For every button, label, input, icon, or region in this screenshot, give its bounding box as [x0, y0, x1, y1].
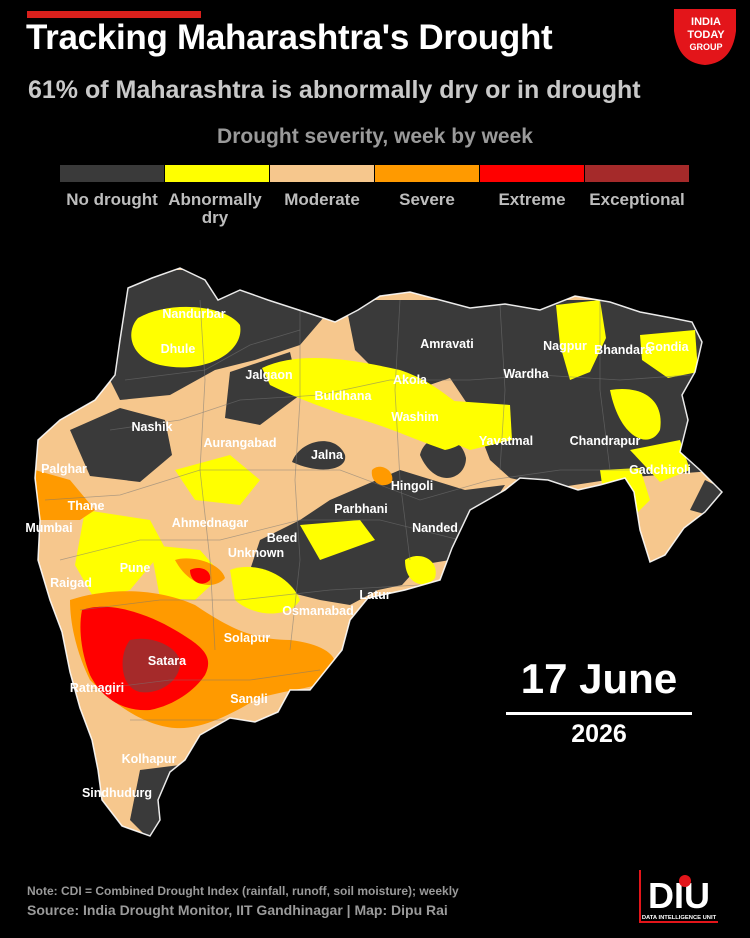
city-label-gadchiroli: Gadchiroli: [629, 463, 691, 477]
svg-text:GROUP: GROUP: [689, 42, 722, 52]
city-label-nandurbar: Nandurbar: [162, 307, 225, 321]
city-label-akola: Akola: [393, 373, 428, 387]
city-label-raigad: Raigad: [50, 576, 92, 590]
city-label-jalna: Jalna: [311, 448, 344, 462]
city-label-chandrapur: Chandrapur: [570, 434, 641, 448]
legend-label-moderate: Moderate: [284, 190, 360, 209]
legend-swatch-exceptional: [585, 165, 689, 182]
city-label-palghar: Palghar: [41, 462, 87, 476]
city-label-aurangabad: Aurangabad: [204, 436, 277, 450]
city-label-nashik: Nashik: [132, 420, 173, 434]
svg-text:DIU: DIU: [648, 875, 710, 916]
legend-swatch-severe: [375, 165, 479, 182]
city-label-thane: Thane: [68, 499, 105, 513]
city-label-dhule: Dhule: [161, 342, 196, 356]
city-label-washim: Washim: [391, 410, 438, 424]
date-year: 2026: [571, 720, 627, 748]
city-label-beed: Beed: [267, 531, 298, 545]
city-label-sangli: Sangli: [230, 692, 268, 706]
legend-title: Drought severity, week by week: [217, 125, 533, 148]
svg-text:INDIA: INDIA: [691, 16, 721, 28]
page-title: Tracking Maharashtra's Drought: [26, 18, 553, 57]
legend-swatch-no-drought: [60, 165, 164, 182]
india-today-group-logo: INDIA TODAY GROUP: [670, 5, 740, 72]
city-label-amravati: Amravati: [420, 337, 474, 351]
city-label-parbhani: Parbhani: [334, 502, 388, 516]
city-label-solapur: Solapur: [224, 631, 271, 645]
city-label-unknown: Unknown: [228, 546, 284, 560]
city-label-nagpur: Nagpur: [543, 339, 587, 353]
drought-severity-legend: No drought Abnormally dry Moderate Sever…: [60, 165, 690, 235]
district-boundaries: [44, 299, 691, 721]
city-label-mumbai: Mumbai: [25, 521, 72, 535]
legend-swatch-abnormally-dry: [165, 165, 269, 182]
city-label-hingoli: Hingoli: [391, 479, 433, 493]
date-day: 17 June: [520, 655, 678, 702]
legend-label-severe: Severe: [399, 190, 455, 209]
city-label-nanded: Nanded: [412, 521, 458, 535]
diu-logo: DIU DATA INTELLIGENCE UNIT: [638, 868, 720, 931]
city-label-wardha: Wardha: [503, 367, 549, 381]
svg-text:TODAY: TODAY: [687, 29, 725, 41]
city-label-satara: Satara: [148, 654, 187, 668]
maharashtra-drought-map: Nandurbar Dhule Jalgaon Amravati Nagpur …: [25, 267, 723, 837]
footnote: Note: CDI = Combined Drought Index (rain…: [27, 884, 459, 898]
city-label-ahmednagar: Ahmednagar: [172, 516, 249, 530]
svg-text:DATA INTELLIGENCE UNIT: DATA INTELLIGENCE UNIT: [642, 915, 717, 921]
city-label-latur: Latur: [359, 588, 390, 602]
date-divider: [506, 712, 692, 715]
exceptional-zones: [122, 638, 181, 693]
legend-swatch-moderate: [270, 165, 374, 182]
city-label-jalgaon: Jalgaon: [245, 368, 292, 382]
city-label-pune: Pune: [120, 561, 151, 575]
legend-label-abnormally-dry: Abnormally dry: [168, 190, 262, 227]
city-label-ratnagiri: Ratnagiri: [70, 681, 124, 695]
legend-label-extreme: Extreme: [498, 190, 566, 209]
city-labels: Nandurbar Dhule Jalgaon Amravati Nagpur …: [25, 307, 691, 800]
legend-label-no-drought: No drought: [66, 190, 158, 209]
city-label-osmanabad: Osmanabad: [282, 604, 354, 618]
city-label-yavatmal: Yavatmal: [479, 434, 533, 448]
legend-swatch-extreme: [480, 165, 584, 182]
city-label-bhandara: Bhandara: [594, 343, 653, 357]
page-subtitle: 61% of Maharashtra is abnormally dry or …: [28, 76, 641, 104]
city-label-kolhapur: Kolhapur: [122, 752, 177, 766]
city-label-gondia: Gondia: [645, 340, 689, 354]
city-label-sindhudurg: Sindhudurg: [82, 786, 152, 800]
title-accent-bar: [27, 11, 201, 18]
source-credit: Source: India Drought Monitor, IIT Gandh…: [27, 902, 448, 918]
city-label-buldhana: Buldhana: [315, 389, 373, 403]
legend-label-exceptional: Exceptional: [589, 190, 685, 209]
